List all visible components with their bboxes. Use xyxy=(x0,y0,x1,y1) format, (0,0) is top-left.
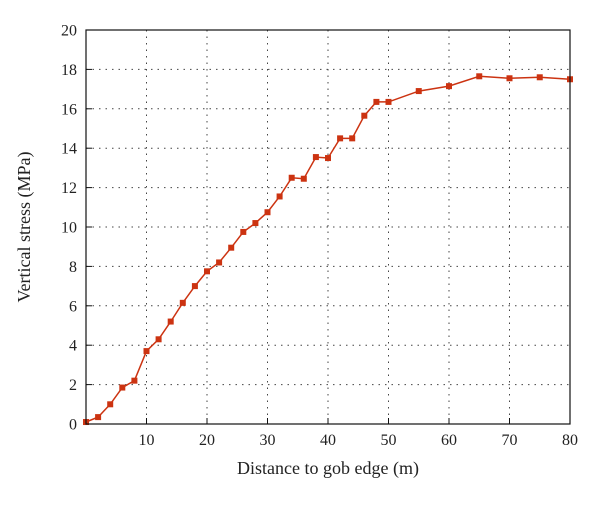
y-tick-label: 12 xyxy=(61,180,77,197)
x-axis-title: Distance to gob edge (m) xyxy=(237,458,419,479)
x-tick-label: 70 xyxy=(502,432,518,449)
data-point xyxy=(191,283,198,290)
x-tick-label: 20 xyxy=(199,432,215,449)
y-tick-label: 8 xyxy=(69,259,77,276)
data-series xyxy=(83,73,573,426)
y-tick-label: 2 xyxy=(69,377,77,394)
x-tick-label: 30 xyxy=(260,432,276,449)
axis-ticks: 10 20 30 40 50 60 70 80 0 2 4 6 8 10 12 14 16 18 20 xyxy=(61,23,578,450)
y-tick-label: 10 xyxy=(61,220,77,237)
y-tick-label: 6 xyxy=(69,298,77,315)
y-tick-label: 14 xyxy=(61,141,77,158)
data-point xyxy=(179,299,186,306)
x-tick-label: 50 xyxy=(381,432,397,449)
data-point xyxy=(476,73,483,80)
data-point xyxy=(349,135,356,142)
data-point xyxy=(143,348,150,355)
y-tick-label: 0 xyxy=(69,417,77,434)
data-point xyxy=(536,74,543,81)
data-point xyxy=(337,135,344,142)
data-point xyxy=(506,75,513,82)
data-point xyxy=(131,377,138,384)
data-point xyxy=(300,175,307,182)
x-tick-label: 60 xyxy=(441,432,457,449)
y-tick-label: 4 xyxy=(69,338,77,355)
data-point xyxy=(155,336,162,343)
data-point xyxy=(312,154,319,161)
y-axis-title: Vertical stress (MPa) xyxy=(14,152,35,303)
x-tick-label: 40 xyxy=(320,432,336,449)
x-tick-label: 80 xyxy=(562,432,578,449)
data-point xyxy=(415,88,422,95)
y-tick-label: 16 xyxy=(61,101,77,118)
y-tick-label: 20 xyxy=(61,23,77,40)
data-point xyxy=(373,98,380,105)
data-point xyxy=(361,112,368,119)
data-point xyxy=(325,155,331,162)
x-tick-label: 10 xyxy=(139,432,155,449)
data-point xyxy=(204,268,210,275)
data-point xyxy=(446,83,452,90)
grid xyxy=(86,30,570,424)
data-point xyxy=(240,228,247,235)
data-point xyxy=(264,209,271,216)
data-point xyxy=(252,220,259,227)
data-point xyxy=(95,414,102,421)
data-point xyxy=(216,259,223,266)
data-point xyxy=(107,401,114,408)
data-point xyxy=(385,98,392,105)
y-tick-label: 18 xyxy=(61,62,77,79)
data-point xyxy=(288,174,295,181)
data-point xyxy=(167,318,174,325)
data-point xyxy=(228,244,235,251)
data-point xyxy=(119,384,126,391)
data-point xyxy=(276,193,283,200)
